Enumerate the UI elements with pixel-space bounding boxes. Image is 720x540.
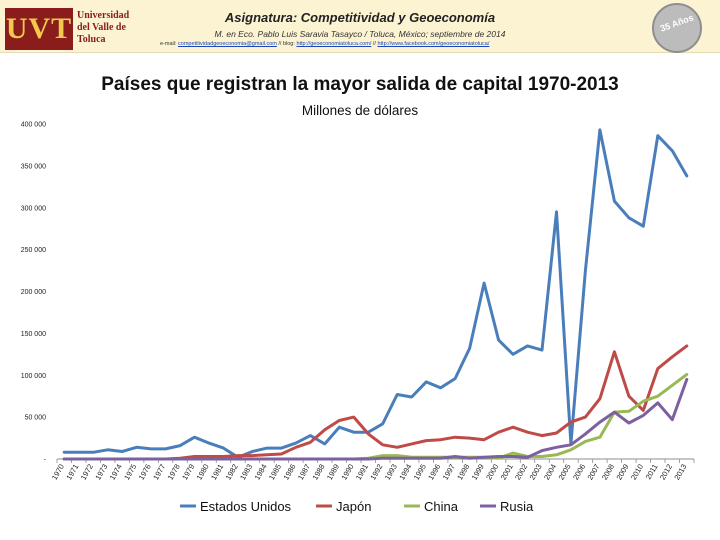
x-tick-label: 2013 <box>672 463 688 482</box>
legend-label: Rusia <box>500 499 534 514</box>
course-title: Asignatura: Competitividad y Geoeconomía <box>224 10 496 25</box>
y-tick-label: 50 000 <box>25 415 47 422</box>
course-author: M. en Eco. Pablo Luis Saravia Tasayco / … <box>214 29 506 39</box>
legend-label: Japón <box>336 499 371 514</box>
y-tick-label: 100 000 <box>21 373 46 380</box>
legend-label: Estados Unidos <box>200 499 292 514</box>
x-tick-label: 1996 <box>426 463 442 482</box>
contact-prefix: e-mail: <box>160 41 179 47</box>
x-tick-label: 2006 <box>571 463 587 482</box>
x-tick-label: 2005 <box>557 463 573 482</box>
y-tick-label: - <box>44 457 47 464</box>
x-tick-label: 2008 <box>600 463 616 482</box>
x-tick-label: 1984 <box>253 463 269 482</box>
contact-facebook-link[interactable]: http://www.facebook.com/geoeconomiatoluc… <box>377 41 490 47</box>
x-tick-label: 1992 <box>368 463 384 482</box>
x-tick-label: 1993 <box>383 463 399 482</box>
chart-title: Países que registran la mayor salida de … <box>101 74 619 95</box>
series-line-japon <box>62 344 689 461</box>
x-tick-label: 2009 <box>614 463 630 482</box>
contact-email-link[interactable]: competitividadgeoeconomia@gmail.com <box>178 41 277 47</box>
x-tick-label: 2007 <box>585 463 601 482</box>
series-line-estados-unidos <box>62 128 689 459</box>
x-tick-label: 1971 <box>64 463 80 482</box>
x-tick-label: 1990 <box>339 463 355 482</box>
x-tick-label: 1983 <box>238 463 254 482</box>
y-tick-label: 150 000 <box>21 331 46 338</box>
x-tick-label: 1970 <box>50 463 66 482</box>
logo-mark: UVT <box>5 8 73 50</box>
anniversary-seal-icon: 35 Años <box>652 3 702 53</box>
x-tick-label: 1989 <box>325 463 341 482</box>
x-tick-label: 1987 <box>296 463 312 482</box>
x-tick-label: 2000 <box>484 463 500 482</box>
x-tick-label: 1974 <box>108 463 124 482</box>
contact-separator: // blog: <box>276 41 297 47</box>
x-tick-label: 1988 <box>310 463 326 482</box>
x-tick-label: 1976 <box>137 463 153 482</box>
x-tick-label: 1978 <box>166 463 182 482</box>
x-tick-label: 1982 <box>224 463 240 482</box>
y-tick-label: 300 000 <box>21 205 46 212</box>
x-tick-label: 1999 <box>470 463 486 482</box>
x-tick-label: 1973 <box>93 463 109 482</box>
x-tick-label: 1995 <box>412 463 428 482</box>
x-tick-label: 1972 <box>79 463 95 482</box>
contact-blog-link[interactable]: http://geoeconomiatoluca.com/ <box>296 41 372 47</box>
x-tick-label: 1980 <box>195 463 211 482</box>
chart-subtitle: Millones de dólares <box>301 103 419 118</box>
x-tick-label: 2004 <box>542 463 558 482</box>
y-tick-label: 400 000 <box>21 122 46 129</box>
university-logo: UVT Universidad del Valle de Toluca <box>5 8 129 50</box>
course-contact: e-mail: competitividadgeoeconomia@gmail.… <box>160 41 640 47</box>
x-tick-label: 1975 <box>122 463 138 482</box>
x-tick-label: 2002 <box>513 463 529 482</box>
x-tick-label: 2001 <box>499 463 515 482</box>
logo-text: Universidad del Valle de Toluca <box>77 10 130 45</box>
x-tick-label: 1985 <box>267 463 283 482</box>
y-tick-label: 250 000 <box>21 247 46 254</box>
x-tick-label: 1991 <box>354 463 370 482</box>
y-tick-label: 200 000 <box>21 289 46 296</box>
x-tick-label: 1977 <box>151 463 167 482</box>
x-tick-label: 1997 <box>441 463 457 482</box>
x-tick-label: 2003 <box>528 463 544 482</box>
y-tick-label: 350 000 <box>21 163 46 170</box>
x-tick-label: 2011 <box>644 463 660 481</box>
x-tick-label: 1979 <box>180 463 196 482</box>
x-tick-label: 1998 <box>455 463 471 482</box>
series-line-rusia <box>62 377 689 461</box>
contact-separator: // <box>371 41 378 47</box>
x-tick-label: 1986 <box>281 463 297 482</box>
header-band: UVT Universidad del Valle de Toluca Asig… <box>0 0 720 53</box>
x-tick-label: 2012 <box>658 463 674 482</box>
series-line-china <box>62 372 689 461</box>
x-tick-label: 1981 <box>209 463 225 482</box>
legend-label: China <box>424 499 459 514</box>
x-tick-label: 2010 <box>629 463 645 482</box>
x-tick-label: 1994 <box>397 463 413 482</box>
